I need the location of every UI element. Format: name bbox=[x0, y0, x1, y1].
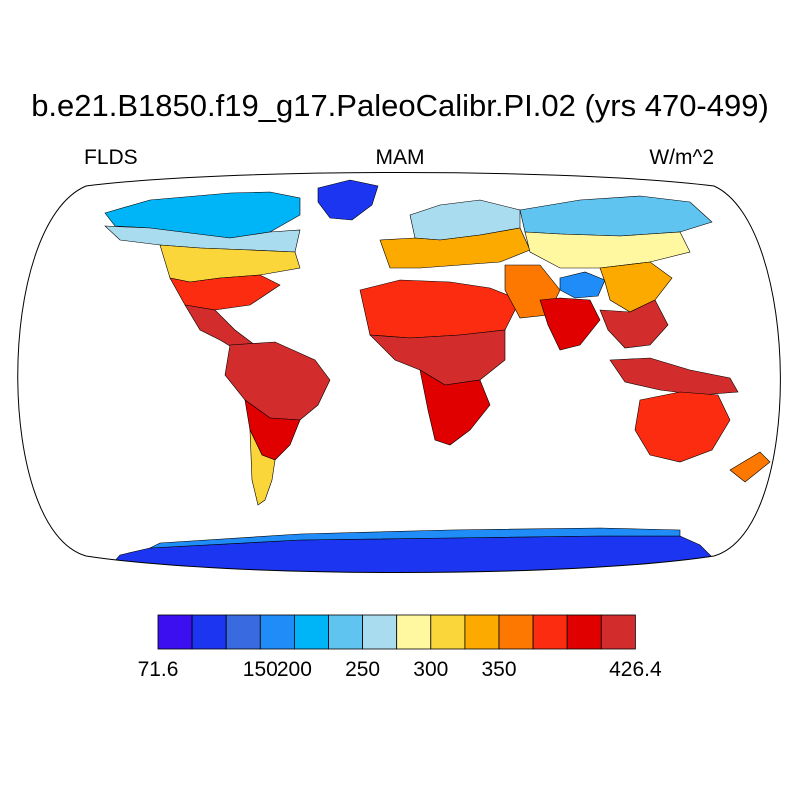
colorbar-tick-label: 426.4 bbox=[609, 658, 662, 681]
colorbar-swatch bbox=[464, 614, 500, 650]
region-sahara bbox=[359, 279, 521, 339]
region-australia bbox=[634, 391, 731, 463]
colorbar-swatch bbox=[396, 614, 432, 650]
colorbar-tick-label: 300 bbox=[413, 658, 449, 681]
colorbar-tick-label: 150 bbox=[242, 658, 278, 681]
region-central-asia bbox=[524, 231, 691, 269]
region-new-zealand bbox=[729, 451, 771, 483]
colorbar bbox=[157, 614, 636, 650]
region-siberia bbox=[519, 195, 713, 237]
variable-label: FLDS bbox=[84, 146, 138, 169]
region-amazon bbox=[224, 341, 331, 421]
region-southeast-asia bbox=[599, 299, 669, 349]
colorbar-swatch bbox=[362, 614, 398, 650]
colorbar-swatch bbox=[293, 614, 329, 650]
region-china-east bbox=[599, 261, 673, 313]
colorbar-swatch bbox=[532, 614, 568, 650]
region-antarctic-coast bbox=[149, 527, 681, 549]
colorbar-tick-label: 200 bbox=[276, 658, 312, 681]
region-patagonia bbox=[249, 429, 276, 506]
plot-title: b.e21.B1850.f19_g17.PaleoCalibr.PI.02 (y… bbox=[31, 88, 769, 123]
colorbar-tick-label: 250 bbox=[345, 658, 381, 681]
colorbar-swatch bbox=[566, 614, 602, 650]
colorbar-tick-label: 350 bbox=[481, 658, 517, 681]
colorbar-tick-label: 71.6 bbox=[137, 658, 179, 681]
map-land-fill bbox=[99, 179, 771, 573]
colorbar-swatch bbox=[191, 614, 227, 650]
region-maritime-continent bbox=[609, 357, 739, 396]
region-greenland bbox=[317, 179, 379, 221]
colorbar-swatch bbox=[600, 614, 636, 650]
colorbar-swatch bbox=[328, 614, 363, 650]
colorbar-swatch bbox=[430, 614, 466, 650]
colorbar-swatch bbox=[157, 614, 193, 650]
region-central-africa bbox=[369, 329, 506, 386]
colorbar-swatch bbox=[259, 614, 295, 650]
map-outline bbox=[17, 172, 781, 573]
colorbar-swatch bbox=[498, 614, 534, 650]
colorbar-swatch bbox=[225, 614, 261, 650]
units-label: W/m^2 bbox=[649, 146, 714, 169]
region-india bbox=[539, 297, 601, 351]
region-southern-africa bbox=[419, 369, 491, 446]
season-label: MAM bbox=[375, 146, 425, 169]
region-tibetan-plateau bbox=[559, 271, 606, 299]
